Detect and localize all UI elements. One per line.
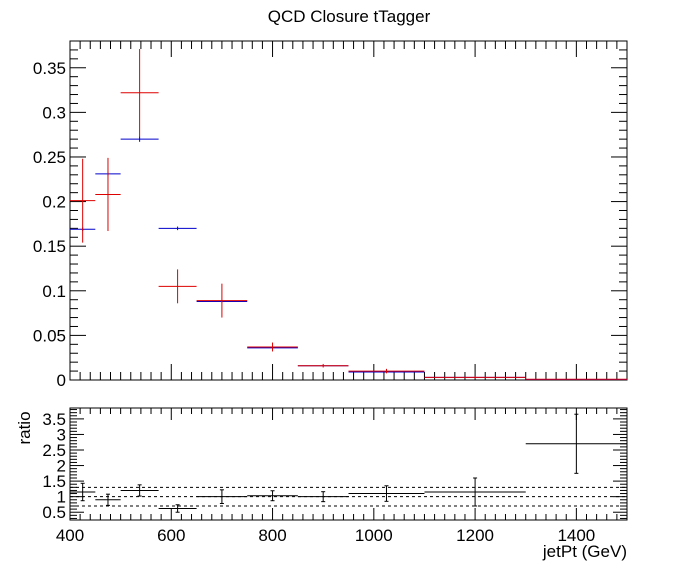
x-tick-label: 1400 (557, 526, 595, 545)
y-tick-label: 0.15 (33, 237, 66, 256)
x-tick-label: 400 (56, 526, 84, 545)
y-tick-label: 1.5 (42, 472, 66, 491)
plot-frame (69, 40, 628, 381)
y-tick-label: 3 (57, 425, 66, 444)
plot-frame (69, 407, 628, 521)
y-tick-label: 0.3 (42, 103, 66, 122)
ratio-plot-panel: 400 600 800 1000 1200 1400 0.511.522.533.5 (42, 407, 628, 545)
y-tick-label: 0.5 (42, 503, 66, 522)
y-tick-label: 0.25 (33, 148, 66, 167)
x-tick-label: 800 (258, 526, 286, 545)
y-tick-label: 1 (57, 488, 66, 507)
chart-title: QCD Closure tTagger (268, 7, 431, 26)
y-tick-label: 0.2 (42, 193, 66, 212)
y-tick-label: 0.05 (33, 326, 66, 345)
y-tick-label: 0.35 (33, 59, 66, 78)
data-series (70, 413, 627, 513)
x-tick-label: 1200 (456, 526, 494, 545)
data-series (70, 136, 627, 380)
data-series (70, 49, 627, 380)
x-tick-label: 1000 (355, 526, 393, 545)
y-tick-label: 3.5 (42, 410, 66, 429)
x-axis-label: jetPt (GeV) (542, 542, 627, 561)
y-tick-label: 0 (57, 371, 66, 390)
y-tick-label: 0.1 (42, 282, 66, 301)
x-tick-label: 600 (157, 526, 185, 545)
top-plot-panel: 0 0.05 0.1 0.15 0.2 0.25 0.3 0.35 (33, 40, 628, 390)
y-tick-label: 2 (57, 457, 66, 476)
y-tick-label: 2.5 (42, 441, 66, 460)
ratio-y-axis-label: ratio (15, 411, 34, 444)
